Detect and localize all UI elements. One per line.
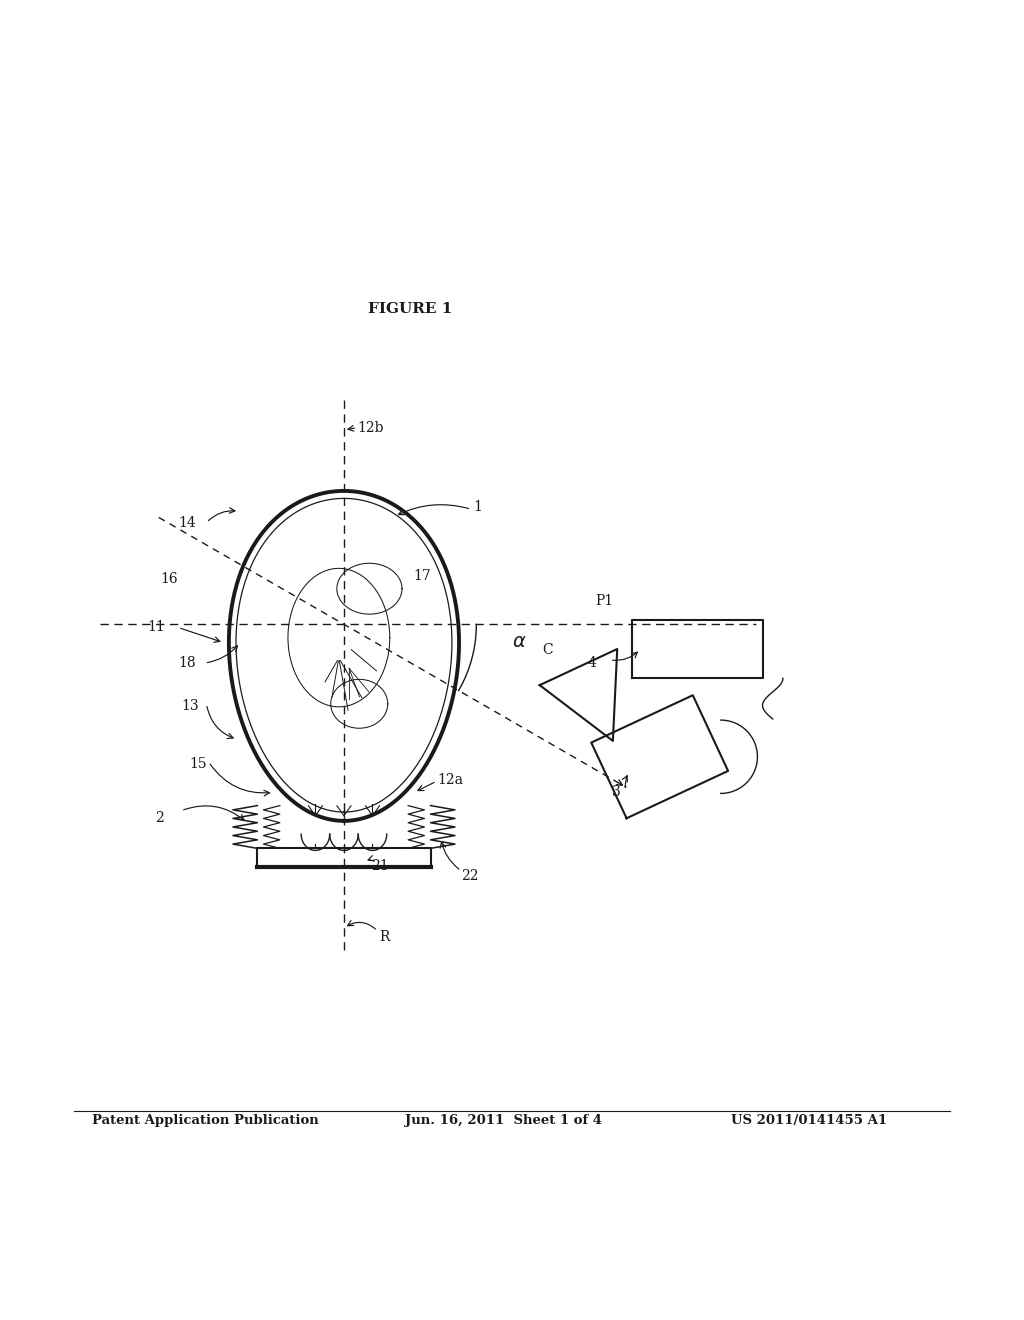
Text: 15: 15 <box>189 756 207 771</box>
Text: 2: 2 <box>156 810 164 825</box>
Text: FIGURE 1: FIGURE 1 <box>368 302 453 315</box>
Text: 12b: 12b <box>357 421 384 434</box>
Text: R: R <box>380 931 390 944</box>
Text: P1: P1 <box>596 594 613 609</box>
Text: Jun. 16, 2011  Sheet 1 of 4: Jun. 16, 2011 Sheet 1 of 4 <box>406 1114 602 1127</box>
Text: 17: 17 <box>414 569 431 583</box>
Text: 18: 18 <box>178 656 196 671</box>
Text: 3: 3 <box>611 785 621 800</box>
Text: $\alpha$: $\alpha$ <box>512 632 526 651</box>
Text: 16: 16 <box>161 572 178 586</box>
Text: C: C <box>543 643 553 657</box>
Text: 11: 11 <box>147 620 165 635</box>
Text: 14: 14 <box>178 516 196 529</box>
Text: 21: 21 <box>372 859 389 873</box>
Text: 4: 4 <box>588 656 596 671</box>
Text: US 2011/0141455 A1: US 2011/0141455 A1 <box>731 1114 887 1127</box>
Text: 1: 1 <box>473 500 482 515</box>
Text: 13: 13 <box>181 698 199 713</box>
Text: 12a: 12a <box>437 774 464 787</box>
Text: Patent Application Publication: Patent Application Publication <box>92 1114 319 1127</box>
Text: 22: 22 <box>461 869 478 883</box>
